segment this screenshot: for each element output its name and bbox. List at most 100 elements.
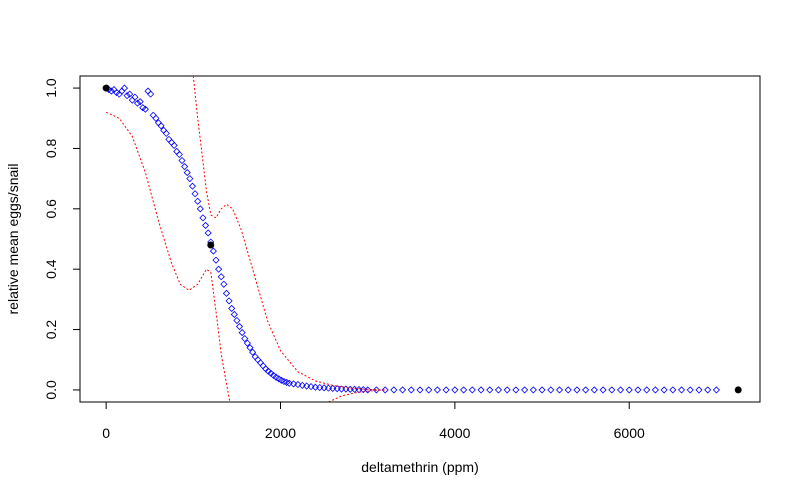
data-point (141, 105, 149, 113)
data-point (564, 386, 572, 394)
data-point (573, 386, 581, 394)
data-point (329, 384, 337, 392)
data-point (529, 386, 537, 394)
data-point (608, 386, 616, 394)
plot-frame (79, 75, 761, 403)
data-point (225, 297, 233, 305)
x-axis-label: deltamethrin (ppm) (361, 459, 479, 475)
data-point (381, 386, 389, 394)
data-point (215, 265, 223, 273)
data-point (217, 273, 225, 281)
data-point (660, 386, 668, 394)
data-point (407, 386, 415, 394)
data-point (669, 386, 677, 394)
data-point (351, 385, 359, 393)
data-point (316, 383, 324, 392)
data-point (285, 379, 293, 387)
data-point (152, 114, 160, 122)
y-tick-label: 0.4 (43, 259, 59, 279)
data-point (230, 310, 238, 319)
data-point (233, 316, 241, 325)
data-point (201, 221, 210, 229)
data-point (162, 129, 170, 137)
y-tick-label: 0.0 (43, 380, 59, 400)
data-point (131, 93, 139, 101)
data-point (181, 162, 189, 171)
confidence-band-line (192, 76, 386, 391)
data-point (238, 329, 246, 337)
data-point (477, 386, 485, 394)
data-point (416, 386, 424, 394)
data-point (460, 386, 468, 394)
data-point (494, 386, 503, 394)
data-point (324, 384, 333, 392)
data-point (194, 197, 202, 205)
x-tick-label: 4000 (439, 425, 470, 441)
data-point (199, 214, 207, 222)
highlight-point (734, 386, 742, 394)
confidence-band-line (105, 111, 231, 402)
data-point (175, 150, 183, 159)
data-point (307, 383, 315, 391)
data-point (442, 386, 450, 394)
data-point (311, 383, 319, 391)
data-point (677, 386, 686, 394)
data-point (290, 380, 298, 388)
x-tick-label: 6000 (614, 425, 645, 441)
data-point (333, 385, 341, 393)
y-tick-label: 0.6 (43, 199, 59, 219)
confidence-band-line (328, 389, 386, 402)
y-tick-label: 1.0 (43, 78, 59, 98)
data-point (298, 381, 306, 389)
data-point (123, 92, 131, 100)
data-point (136, 98, 144, 106)
data-point (451, 386, 459, 394)
data-point (235, 322, 244, 331)
data-point (582, 386, 590, 394)
data-point (191, 190, 199, 198)
data-point (425, 386, 433, 394)
data-point (126, 90, 134, 98)
data-point (107, 87, 115, 95)
highlight-point (102, 84, 110, 92)
data-point (538, 386, 546, 394)
data-point (512, 386, 520, 394)
data-point (186, 175, 194, 183)
series-layer (102, 76, 742, 402)
data-point (625, 386, 633, 394)
data-point (220, 280, 228, 288)
data-point (521, 386, 529, 394)
data-point (243, 339, 251, 347)
y-axis: 0.0 0.2 0.4 0.6 0.8 1.0 (43, 78, 81, 400)
data-point (555, 386, 564, 394)
data-point (616, 386, 625, 394)
data-point (686, 386, 694, 394)
data-point (468, 386, 476, 394)
data-point (486, 386, 494, 394)
data-point (249, 348, 257, 356)
x-tick-label: 0 (102, 425, 110, 441)
data-point (188, 182, 197, 190)
data-point (183, 169, 191, 177)
data-point (120, 84, 129, 92)
data-point (222, 289, 231, 297)
data-point (433, 386, 442, 394)
data-point (196, 205, 204, 213)
x-tick-label: 2000 (265, 425, 296, 441)
x-axis: 0 2000 4000 6000 (102, 401, 645, 441)
data-point (303, 382, 311, 390)
data-point (178, 156, 186, 165)
data-point (209, 247, 217, 255)
data-point (704, 386, 712, 394)
data-point (503, 386, 511, 394)
data-point (157, 122, 165, 130)
data-point (212, 256, 220, 264)
data-point (147, 90, 155, 98)
data-point (599, 386, 607, 394)
highlight-point (207, 241, 215, 249)
data-point (228, 304, 236, 312)
data-point (634, 386, 642, 394)
data-point (359, 386, 367, 394)
y-axis-label: relative mean eggs/snail (5, 164, 21, 315)
